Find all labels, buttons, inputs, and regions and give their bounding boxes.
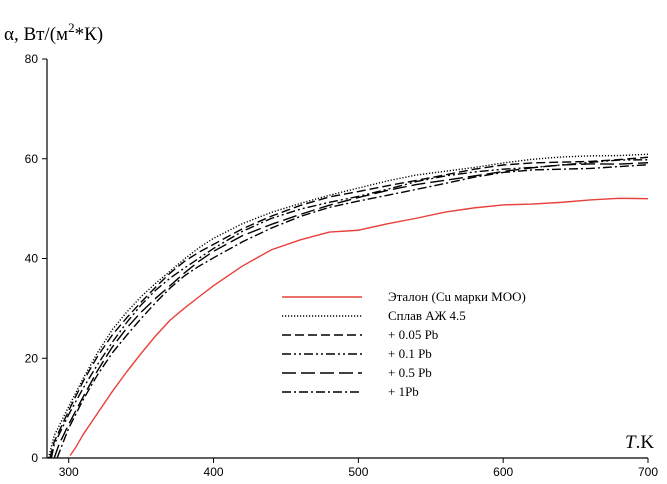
series-line-6 xyxy=(56,164,649,459)
x-tick-label: 300 xyxy=(59,465,79,479)
legend-label-6: + 1Pb xyxy=(388,384,419,399)
series-layer xyxy=(47,153,649,459)
y-axis-title-main: α, Вт/(м xyxy=(4,24,68,45)
series-line-5 xyxy=(53,162,649,459)
legend-label-5: + 0.5 Pb xyxy=(388,365,432,380)
legend-label-1: Эталон (Cu марки МОО) xyxy=(388,289,526,304)
legend-label-4: + 0.1 Pb xyxy=(388,346,432,361)
y-axis-title: α, Вт/(м2*К) xyxy=(4,20,103,45)
series-line-4 xyxy=(50,159,649,459)
x-tick-label: 700 xyxy=(638,465,658,479)
legend: Эталон (Cu марки МОО) Сплав АЖ 4.5 + 0.05 … xyxy=(282,289,526,399)
legend-label-2: Сплав АЖ 4.5 xyxy=(388,308,466,323)
y-tick-label: 40 xyxy=(25,252,39,266)
y-tick-label: 20 xyxy=(25,351,39,365)
y-axis-title-tail: *К) xyxy=(75,24,104,45)
x-axis-title-italic: T xyxy=(625,432,637,453)
y-tick-label: 80 xyxy=(25,52,39,66)
x-tick-label: 400 xyxy=(204,465,224,479)
x-tick-label: 500 xyxy=(348,465,368,479)
x-axis-title: T.K xyxy=(625,432,654,453)
x-axis-title-rest: .K xyxy=(636,432,655,453)
y-tick-label: 60 xyxy=(25,152,39,166)
axes: 0 20 40 60 80 300 400 500 600 700 xyxy=(25,52,659,479)
legend-label-3: + 0.05 Pb xyxy=(388,327,438,342)
y-tick-label: 0 xyxy=(31,451,38,465)
y-axis-title-sup: 2 xyxy=(68,20,75,35)
series-line-3 xyxy=(49,156,649,459)
series-line-1 xyxy=(69,197,649,456)
x-tick-label: 600 xyxy=(493,465,513,479)
